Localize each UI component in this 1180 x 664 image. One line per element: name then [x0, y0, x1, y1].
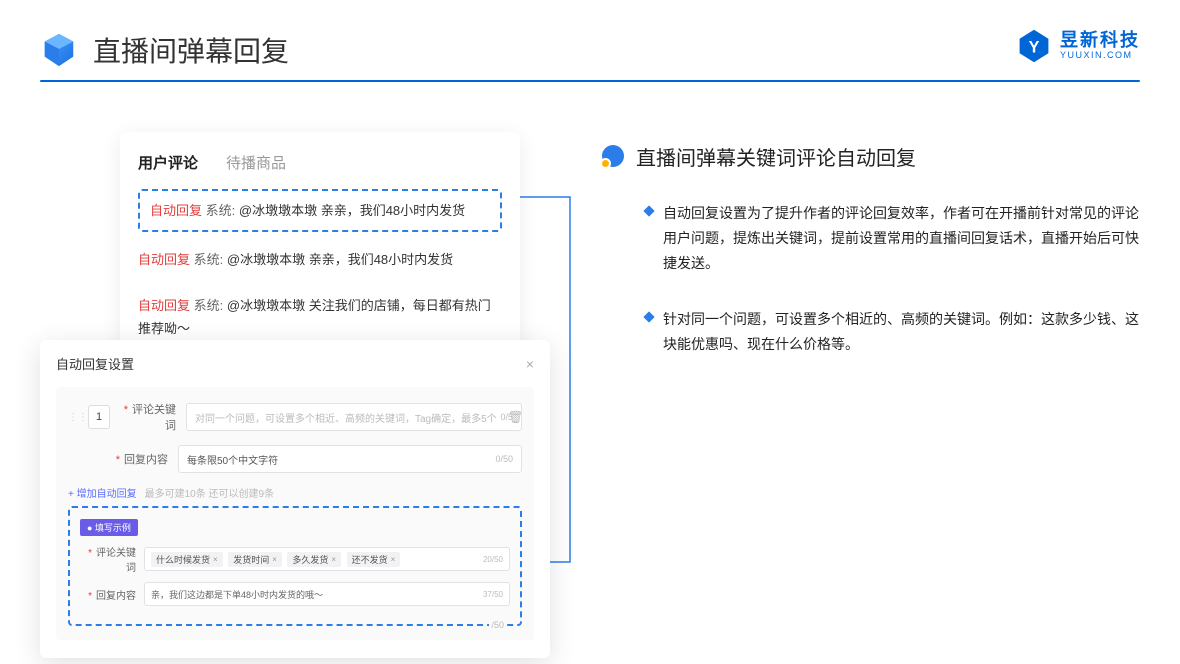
comment-row: 自动回复 系统: @冰墩墩本墩 亲亲，我们48小时内发货 — [138, 189, 502, 232]
trash-icon[interactable]: 🗑 — [508, 410, 524, 424]
right-heading: 直播间弹幕关键词评论自动回复 — [600, 142, 1140, 171]
example-content-input[interactable]: 亲，我们这边都是下单48小时内发货的哦～ 37/50 — [144, 582, 510, 606]
dot-icon — [600, 145, 624, 169]
tag-chip[interactable]: 什么时候发货× — [151, 552, 223, 567]
close-icon[interactable]: × — [526, 356, 534, 372]
brand-en: YUUXIN.COM — [1060, 51, 1140, 61]
drag-handle-icon[interactable]: ⋮⋮ — [68, 412, 78, 423]
comments-tabs: 用户评论 待播商品 — [138, 152, 502, 173]
bottom-counter: /50 — [489, 620, 506, 630]
bullet-item: 自动回复设置为了提升作者的评论回复效率，作者可在开播前针对常见的评论用户问题，提… — [600, 201, 1140, 277]
example-keyword-input[interactable]: 什么时候发货× 发货时间× 多久发货× 还不发货× 20/50 — [144, 547, 510, 571]
index-box: 1 — [88, 405, 110, 429]
tag-chip[interactable]: 还不发货× — [347, 552, 401, 567]
auto-reply-tag: 自动回复 — [138, 252, 190, 267]
example-keyword-row: *评论关键词 什么时候发货× 发货时间× 多久发货× 还不发货× 20/50 — [80, 544, 510, 574]
comment-row: 自动回复 系统: @冰墩墩本墩 亲亲，我们48小时内发货 — [138, 242, 502, 277]
auto-reply-tag: 自动回复 — [150, 203, 202, 218]
example-keyword-label: *评论关键词 — [80, 544, 136, 574]
system-label: 系统: — [206, 203, 236, 218]
comment-text: @冰墩墩本墩 亲亲，我们48小时内发货 — [227, 252, 453, 267]
content-placeholder: 每条限50个中文字符 — [187, 452, 278, 467]
keyword-placeholder: 对同一个问题，可设置多个相近、高频的关键词，Tag确定，最多5个 — [195, 410, 497, 425]
settings-body: ⋮⋮ 1 *评论关键词 对同一个问题，可设置多个相近、高频的关键词，Tag确定，… — [56, 387, 534, 640]
example-content-counter: 37/50 — [483, 590, 503, 599]
brand-icon: Y — [1016, 28, 1052, 64]
diamond-icon — [643, 311, 654, 322]
page-title: 直播间弹幕回复 — [93, 30, 289, 70]
add-line: + 增加自动回复 最多可建10条 还可以创建9条 — [68, 485, 522, 500]
system-label: 系统: — [194, 252, 224, 267]
page-header: 直播间弹幕回复 — [0, 0, 1180, 80]
system-label: 系统: — [194, 298, 224, 313]
left-column: 用户评论 待播商品 自动回复 系统: @冰墩墩本墩 亲亲，我们48小时内发货 自… — [40, 122, 560, 387]
bullet-text: 自动回复设置为了提升作者的评论回复效率，作者可在开播前针对常见的评论用户问题，提… — [663, 201, 1140, 277]
cube-icon — [40, 31, 78, 69]
comment-row: 自动回复 系统: @冰墩墩本墩 关注我们的店铺，每日都有热门推荐呦～ — [138, 288, 502, 347]
comment-text: @冰墩墩本墩 关注我们的店铺，每日都有热门推荐呦～ — [138, 298, 491, 336]
content-input[interactable]: 每条限50个中文字符 0/50 — [178, 445, 522, 473]
add-hint: 最多可建10条 还可以创建9条 — [145, 485, 274, 500]
example-badge: ● 填写示例 — [80, 519, 138, 536]
right-column: 直播间弹幕关键词评论自动回复 自动回复设置为了提升作者的评论回复效率，作者可在开… — [600, 122, 1140, 387]
keyword-label: *评论关键词 — [120, 401, 176, 433]
settings-title: 自动回复设置 — [56, 354, 134, 373]
keyword-input[interactable]: 对同一个问题，可设置多个相近、高频的关键词，Tag确定，最多5个 0/5 — [186, 403, 522, 431]
bullet-item: 针对同一个问题，可设置多个相近的、高频的关键词。例如：这款多少钱、这块能优惠吗、… — [600, 307, 1140, 357]
add-auto-reply-link[interactable]: + 增加自动回复 — [68, 485, 137, 500]
svg-text:Y: Y — [1029, 38, 1040, 56]
diamond-icon — [643, 205, 654, 216]
settings-card: 自动回复设置 × ⋮⋮ 1 *评论关键词 对同一个问题，可设置多个相近、高频的关… — [40, 340, 550, 658]
brand-cn: 昱新科技 — [1060, 31, 1140, 51]
example-keyword-counter: 20/50 — [483, 555, 503, 564]
example-tags: 什么时候发货× 发货时间× 多久发货× 还不发货× — [151, 552, 403, 567]
comment-text: @冰墩墩本墩 亲亲，我们48小时内发货 — [239, 203, 465, 218]
example-content-row: *回复内容 亲，我们这边都是下单48小时内发货的哦～ 37/50 — [80, 582, 510, 606]
auto-reply-tag: 自动回复 — [138, 298, 190, 313]
example-box: ● 填写示例 *评论关键词 什么时候发货× 发货时间× 多久发货× 还不发货× … — [68, 506, 522, 626]
tab-pending-goods[interactable]: 待播商品 — [226, 152, 286, 173]
settings-header: 自动回复设置 × — [56, 354, 534, 373]
example-content-label: *回复内容 — [80, 587, 136, 602]
main-content: 用户评论 待播商品 自动回复 系统: @冰墩墩本墩 亲亲，我们48小时内发货 自… — [0, 82, 1180, 387]
content-counter: 0/50 — [495, 454, 513, 464]
right-title: 直播间弹幕关键词评论自动回复 — [636, 142, 916, 171]
bullet-text: 针对同一个问题，可设置多个相近的、高频的关键词。例如：这款多少钱、这块能优惠吗、… — [663, 307, 1140, 357]
content-label: *回复内容 — [112, 451, 168, 467]
content-row: *回复内容 每条限50个中文字符 0/50 — [68, 445, 522, 473]
tag-chip[interactable]: 发货时间× — [228, 552, 282, 567]
example-content-text: 亲，我们这边都是下单48小时内发货的哦～ — [151, 588, 323, 601]
tag-chip[interactable]: 多久发货× — [287, 552, 341, 567]
keyword-row: ⋮⋮ 1 *评论关键词 对同一个问题，可设置多个相近、高频的关键词，Tag确定，… — [68, 401, 522, 433]
brand-logo: Y 昱新科技 YUUXIN.COM — [1016, 28, 1140, 64]
tab-user-comments[interactable]: 用户评论 — [138, 152, 198, 173]
